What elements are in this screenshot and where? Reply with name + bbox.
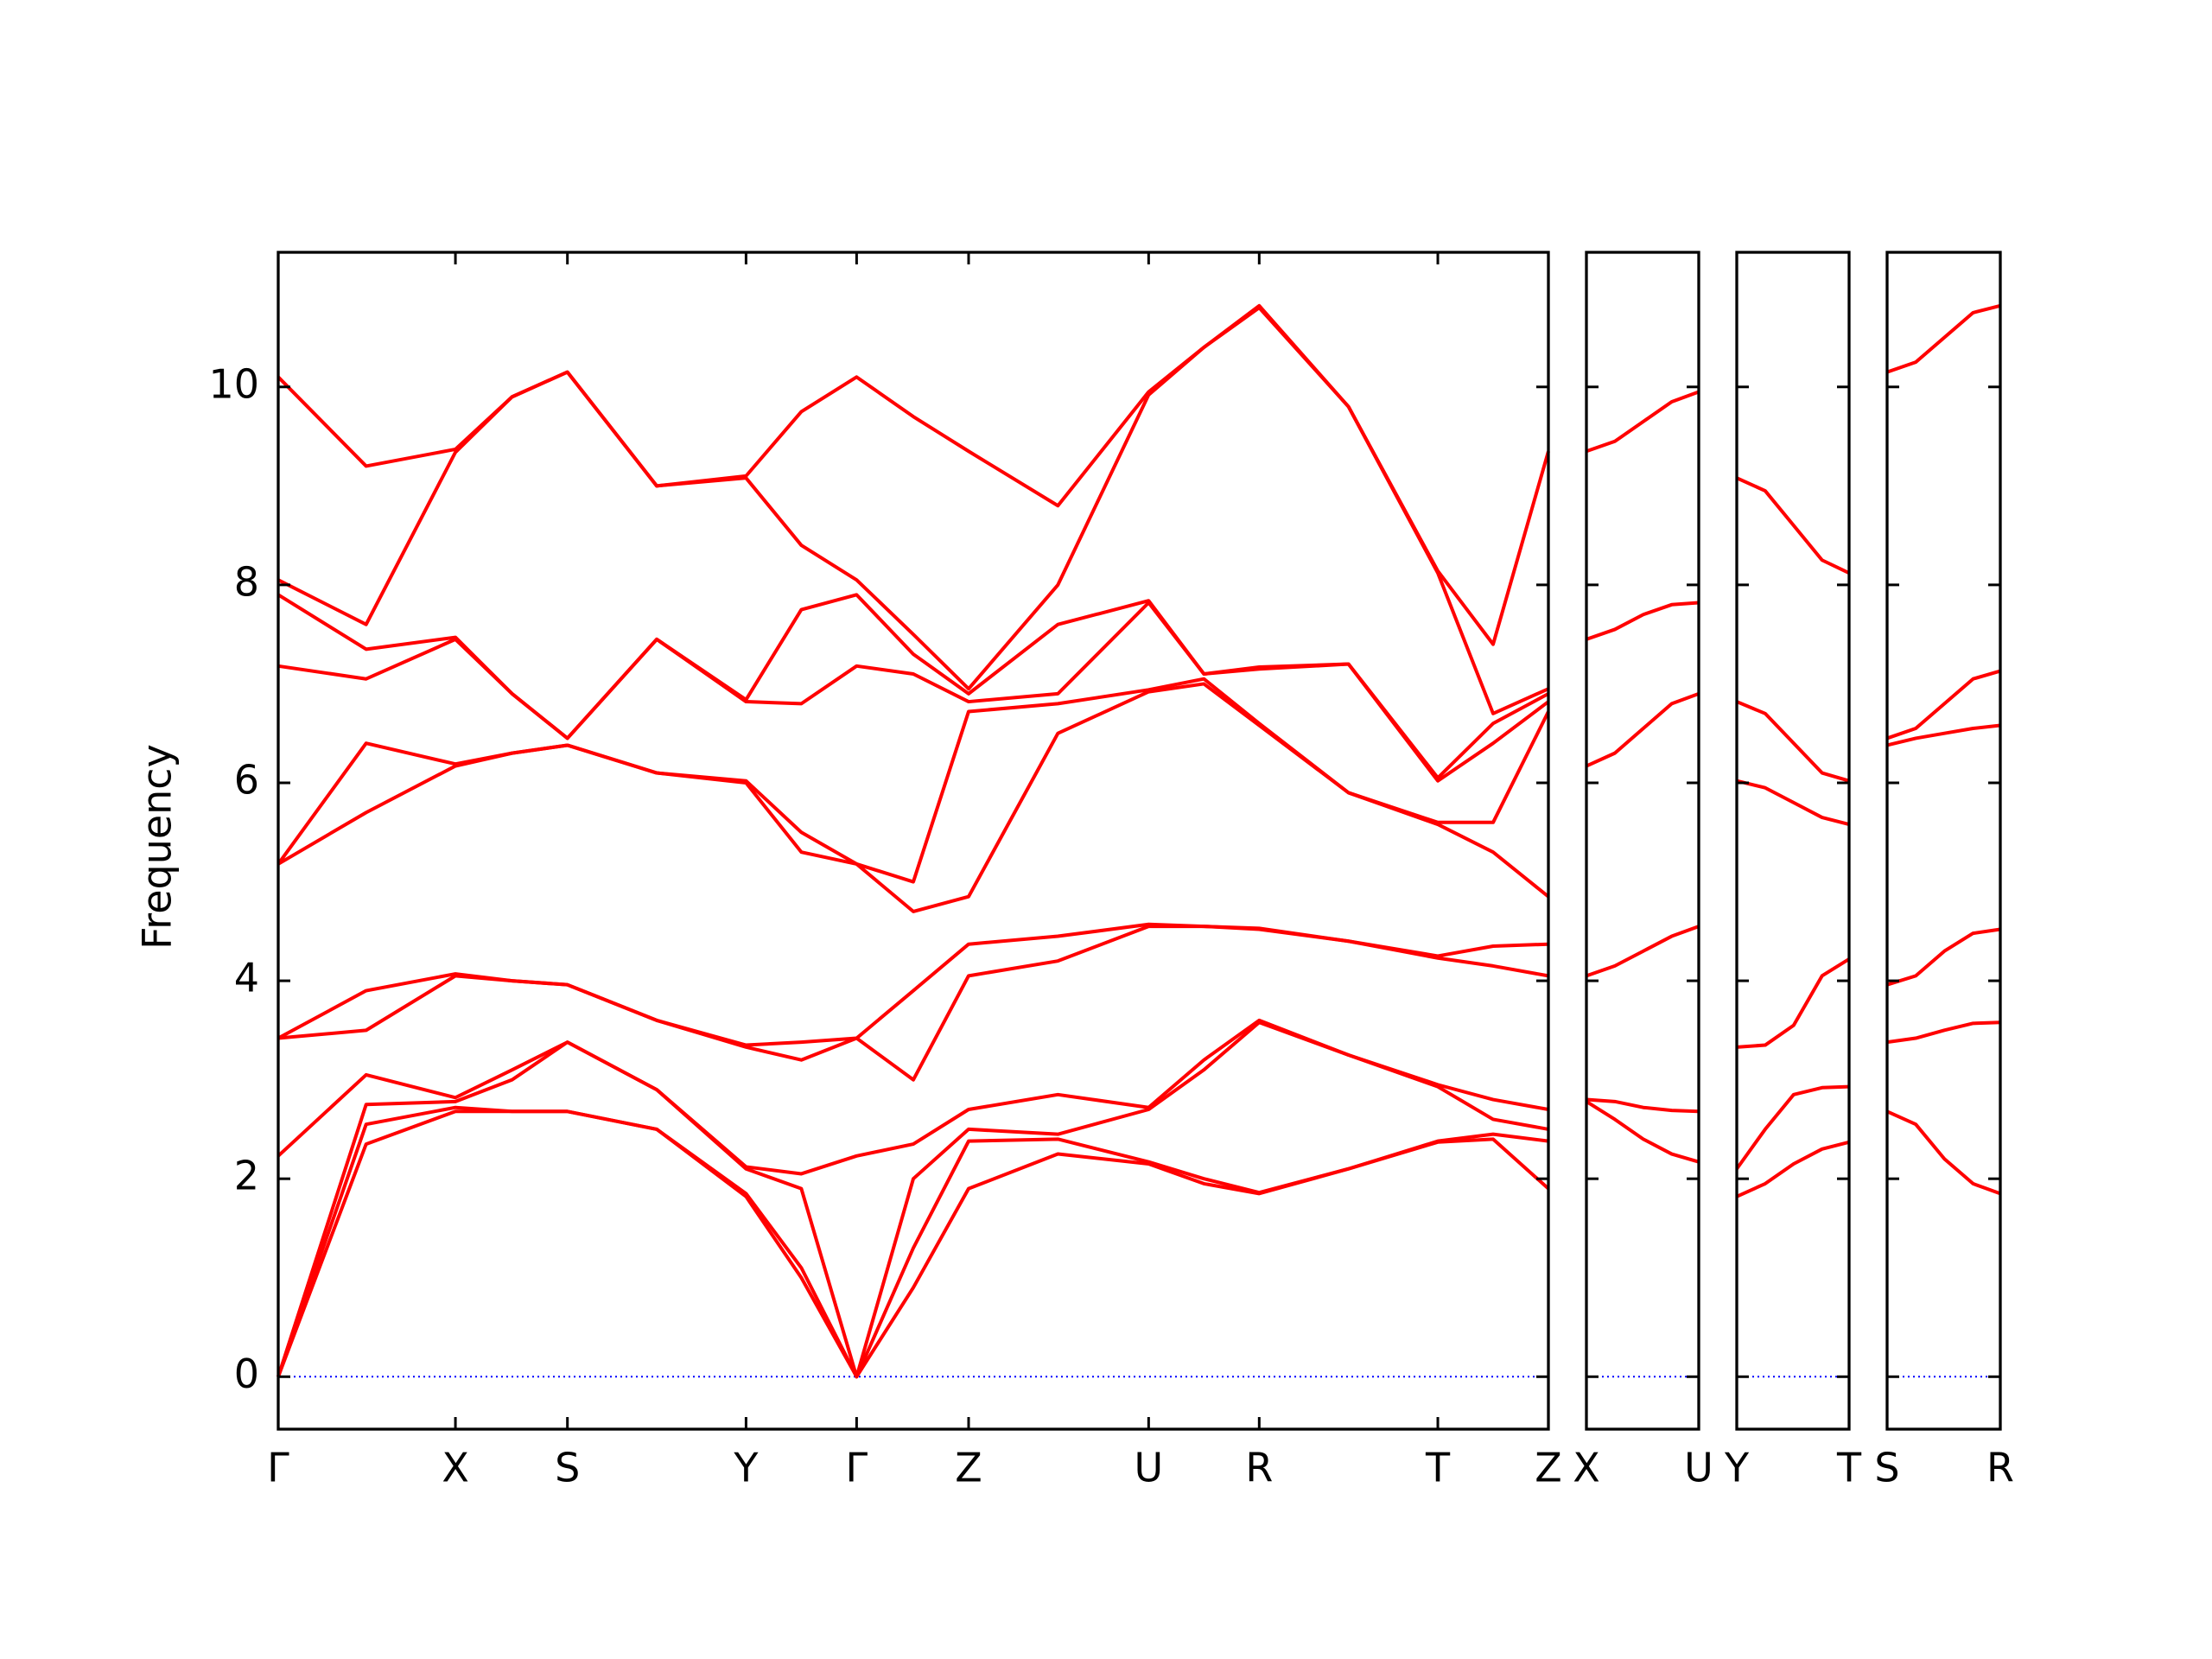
x-tick-label: R [1245,1445,1273,1491]
x-tick-label: U [1684,1445,1713,1491]
y-axis-label: Frequency [134,744,181,950]
x-tick-label: U [1135,1445,1164,1491]
x-tick-label: Z [955,1445,982,1491]
band-line [276,1105,1549,1379]
x-tick-label: Y [733,1445,759,1491]
band-line [277,922,1549,1047]
y-tick-label: 8 [234,558,259,605]
band-line [1736,700,1850,783]
x-tick-label: T [1836,1445,1862,1491]
x-tick-label: X [1573,1445,1600,1491]
band-line [1886,723,2001,747]
band-line [1736,476,1850,575]
x-tick-label: T [1425,1445,1451,1491]
y-tick-label: 2 [234,1153,259,1199]
band-line [1886,1020,2001,1045]
x-tick-label: S [555,1445,580,1491]
band-line [1586,1097,1700,1114]
band-line [1586,390,1700,454]
band-line [1586,601,1700,641]
band-line [1886,1109,2001,1196]
plot-frame [1585,251,1700,1431]
band-line [1586,925,1700,978]
y-tick-label: 6 [234,756,259,803]
band-line [276,303,1550,646]
band-line [1735,1084,1850,1170]
band-line [1886,669,2001,741]
y-tick-label: 0 [234,1351,259,1397]
x-tick-label: S [1874,1445,1899,1491]
band-line [1886,927,2001,987]
band-line [276,593,1549,780]
band-line [1736,1140,1850,1198]
band-line [1586,692,1700,768]
plot-frame [1885,251,2002,1431]
x-tick-label: Γ [846,1445,868,1491]
plot-frame [1735,251,1851,1431]
band-line [276,677,1550,884]
band-line [276,1018,1549,1176]
y-tick-label: 4 [234,955,259,1001]
x-tick-label: X [442,1445,469,1491]
plot-frame [276,251,1550,1431]
x-tick-label: R [1986,1445,2014,1491]
x-tick-label: Y [1724,1445,1750,1491]
x-tick-label: Z [1535,1445,1562,1491]
y-tick-label: 10 [208,360,259,407]
band-line [1736,957,1851,1049]
x-tick-label: Γ [267,1445,289,1491]
band-line [1585,1100,1700,1164]
band-line [1736,779,1850,827]
band-line [1886,303,2001,374]
